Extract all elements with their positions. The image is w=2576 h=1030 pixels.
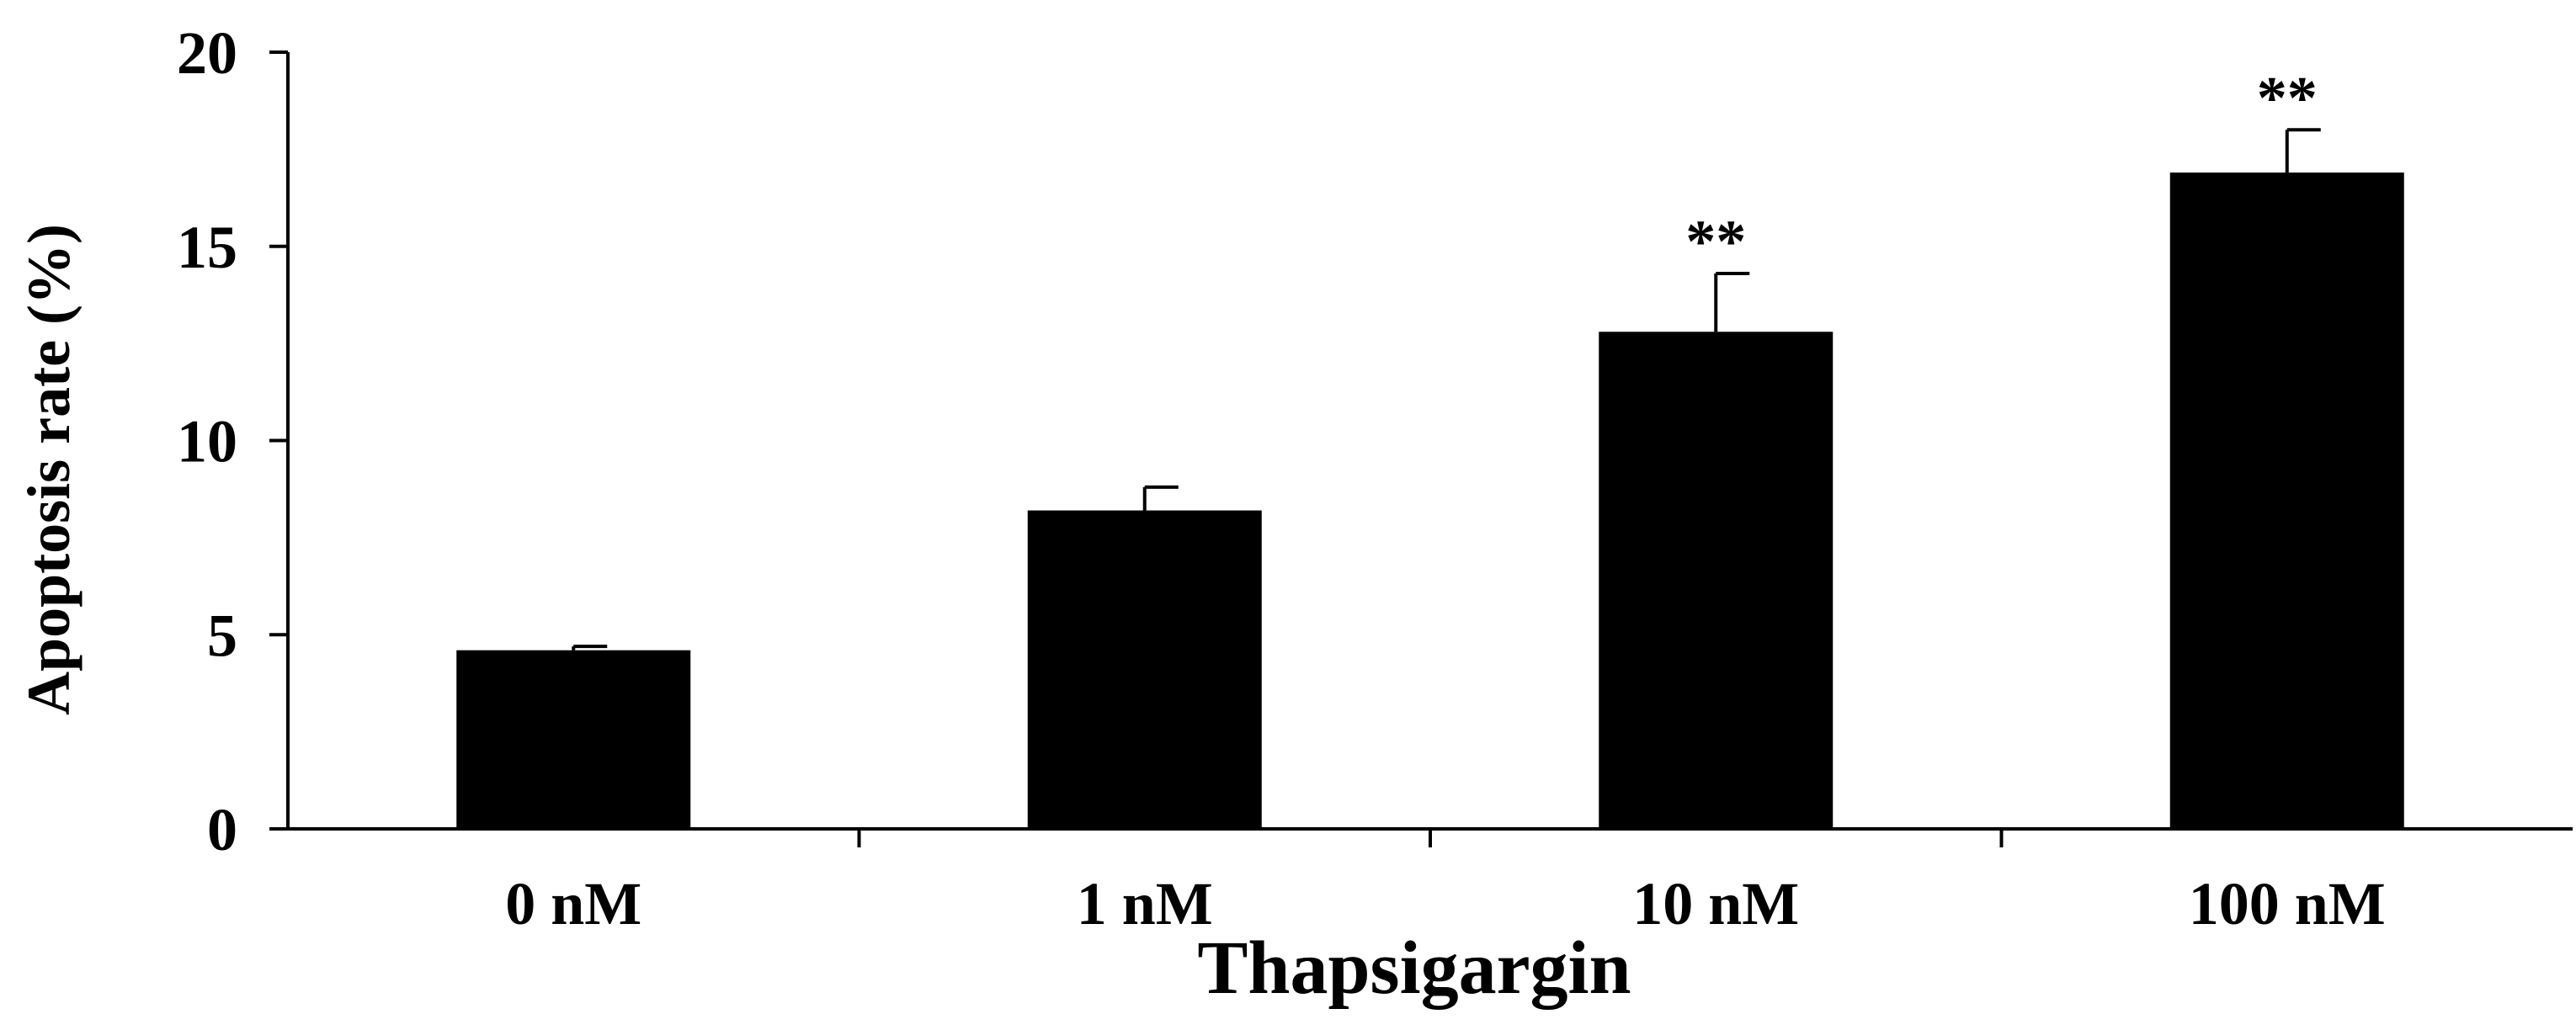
bar	[456, 650, 691, 829]
x-tick-label: 0 nM	[505, 870, 641, 937]
bar	[2169, 173, 2404, 829]
y-tick-label: 15	[177, 214, 237, 281]
y-tick-label: 20	[177, 19, 237, 87]
y-tick-label: 10	[177, 408, 237, 475]
bar	[1599, 332, 1834, 829]
x-tick-label: 100 nM	[2189, 870, 2386, 937]
x-tick-label: 10 nM	[1632, 870, 1799, 937]
y-tick-label: 0	[207, 796, 237, 863]
y-tick-label: 5	[207, 602, 237, 669]
significance-marker: **	[2257, 64, 2318, 131]
plot-area: 0 5 10 15 20 0 nM 1 nM ** 10 nM ** 100 nM	[177, 19, 2573, 937]
bar	[1027, 510, 1262, 829]
x-axis-title: Thapsigargin	[1197, 926, 1631, 1010]
significance-marker: **	[1685, 208, 1746, 275]
x-tick-label: 1 nM	[1077, 870, 1213, 937]
y-axis-title: Apoptosis rate (%)	[15, 224, 82, 715]
